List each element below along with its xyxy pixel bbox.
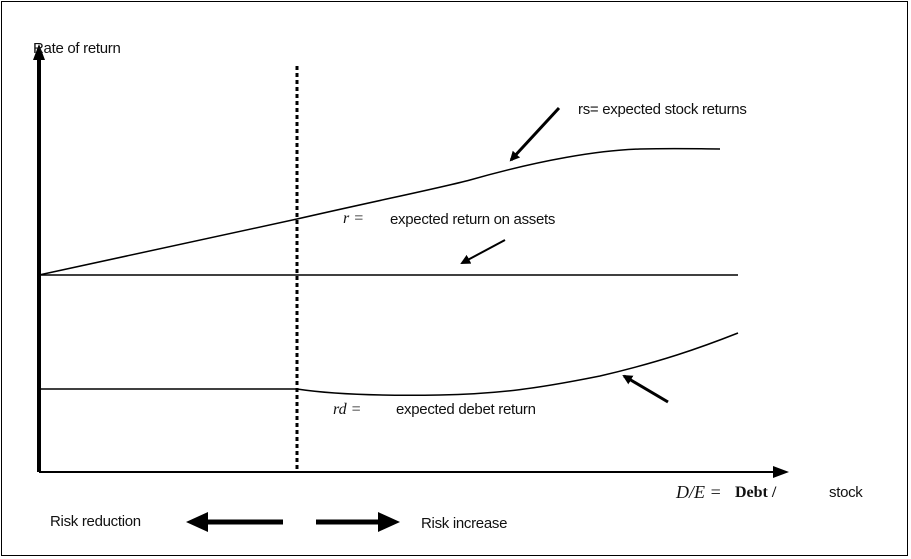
risk-increase-arrowhead bbox=[378, 512, 400, 532]
r-label: expected return on assets bbox=[390, 211, 556, 228]
rs-pointer-arrow bbox=[509, 106, 561, 162]
x-axis-ratio-symbol: D/E = bbox=[676, 482, 722, 502]
risk-increase-label: Risk increase bbox=[421, 515, 508, 532]
rs-stock-return-curve bbox=[38, 147, 721, 276]
rs-label: rs= expected stock returns bbox=[578, 101, 747, 118]
r-symbol: r = bbox=[343, 210, 365, 227]
rd-symbol: rd = bbox=[333, 401, 362, 418]
rd-label: expected debet return bbox=[396, 401, 536, 418]
r-pointer-arrow bbox=[460, 239, 506, 264]
x-axis-ratio-stock: stock bbox=[829, 484, 863, 501]
risk-reduction-label: Risk reduction bbox=[50, 513, 141, 530]
rd-pointer-arrow bbox=[622, 374, 669, 404]
y-axis-label: Rate of return bbox=[33, 40, 121, 57]
risk-reduction-arrowhead bbox=[186, 512, 208, 532]
x-axis-arrowhead bbox=[773, 466, 789, 478]
x-axis-ratio-debt: Debt / bbox=[735, 484, 777, 501]
y-axis-arrowhead bbox=[33, 44, 45, 60]
rd-debt-return-curve bbox=[39, 332, 739, 396]
